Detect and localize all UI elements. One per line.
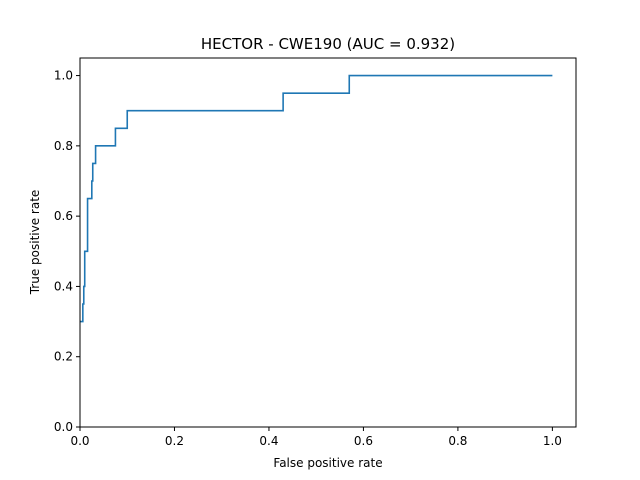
x-tick-label: 0.6 [354, 434, 373, 448]
y-axis: 0.0 0.2 0.4 0.6 0.8 1.0 [54, 69, 80, 434]
plot-area [80, 74, 553, 323]
y-tick-label: 0.8 [54, 139, 73, 153]
y-tick-label: 0.6 [54, 209, 73, 223]
x-tick-label: 0.0 [70, 434, 89, 448]
plot-frame [79, 57, 577, 428]
x-tick-label: 0.2 [165, 434, 184, 448]
y-axis-label: True positive rate [28, 190, 42, 296]
y-tick-label: 0.0 [54, 420, 73, 434]
y-tick-label: 0.2 [54, 350, 73, 364]
x-axis-label: False positive rate [273, 456, 382, 470]
y-tick-label: 0.4 [54, 279, 73, 293]
x-axis: 0.0 0.2 0.4 0.6 0.8 1.0 [70, 427, 562, 448]
y-tick-label: 1.0 [54, 69, 73, 83]
x-tick-label: 0.4 [259, 434, 278, 448]
roc-curve-line [80, 74, 553, 323]
x-tick-label: 1.0 [543, 434, 562, 448]
x-tick-label: 0.8 [448, 434, 467, 448]
chart-title: HECTOR - CWE190 (AUC = 0.932) [201, 35, 455, 53]
